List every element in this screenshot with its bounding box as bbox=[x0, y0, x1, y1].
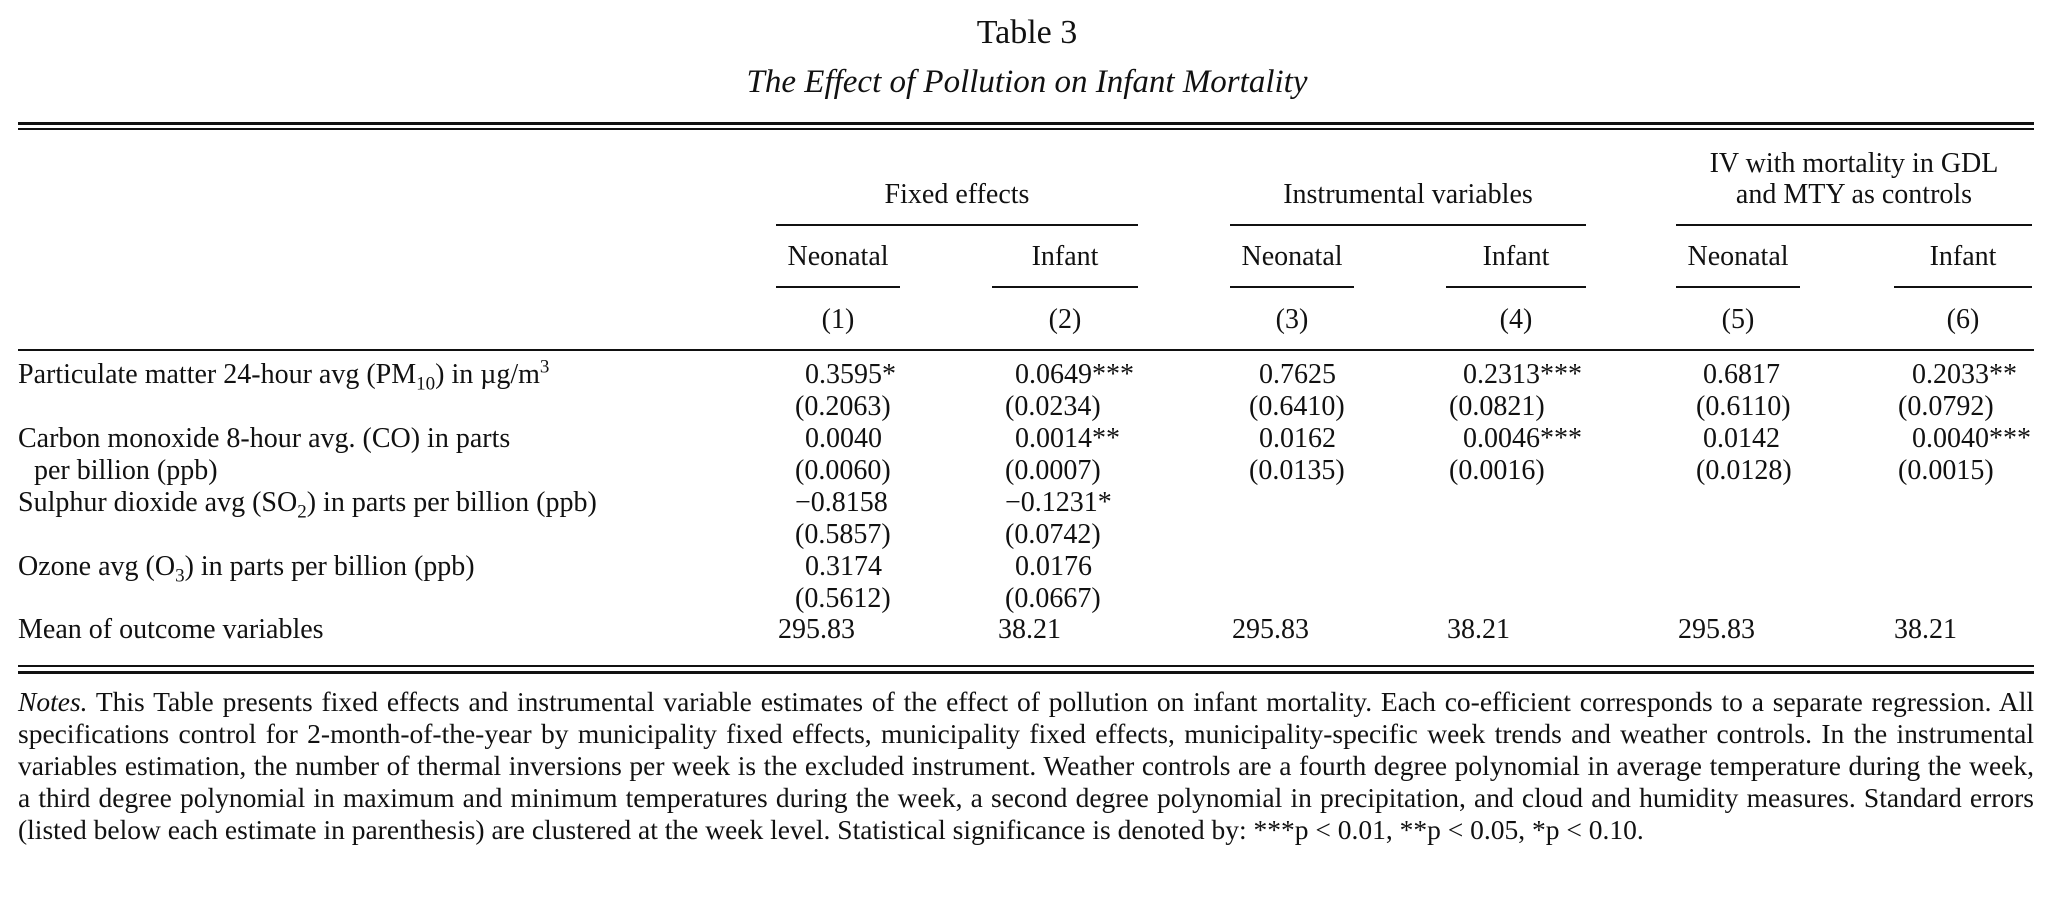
table-title: Table 3 bbox=[976, 14, 1078, 51]
se-cell: (0.0007) bbox=[1005, 455, 1101, 486]
se-cell: (0.2063) bbox=[795, 391, 891, 422]
coef-cell: 0.7625 bbox=[1259, 359, 1336, 390]
row-label-mean: Mean of outcome variables bbox=[18, 614, 324, 645]
row-label-so2: Sulphur dioxide avg (SO2) in parts per b… bbox=[18, 487, 597, 523]
mean-cell: 295.83 bbox=[1678, 614, 1755, 645]
mean-cell: 38.21 bbox=[1894, 614, 1957, 645]
col-number: (5) bbox=[1721, 304, 1755, 335]
coef-cell: −0.8158 bbox=[795, 487, 888, 518]
bottom-rule-2 bbox=[18, 671, 2034, 674]
coef-cell: 0.3595* bbox=[805, 359, 896, 390]
se-cell: (0.6410) bbox=[1249, 391, 1345, 422]
col-header-neonatal: Neonatal bbox=[1687, 241, 1789, 272]
notes-text: This Table presents fixed effects and in… bbox=[18, 686, 2034, 845]
col-number: (6) bbox=[1946, 304, 1980, 335]
coef-cell: 0.3174 bbox=[805, 551, 882, 582]
coef-cell: 0.2033** bbox=[1912, 359, 2017, 390]
row-label-pm10: Particulate matter 24-hour avg (PM10) in… bbox=[18, 356, 550, 395]
table-notes: Notes. This Table presents fixed effects… bbox=[18, 686, 2034, 846]
coef-cell: 0.0014** bbox=[1015, 423, 1120, 454]
col-underline bbox=[1230, 286, 1354, 288]
mean-cell: 38.21 bbox=[1447, 614, 1510, 645]
col-header-infant: Infant bbox=[1929, 241, 1997, 272]
coef-cell: 0.0040 bbox=[805, 423, 882, 454]
se-cell: (0.0821) bbox=[1449, 391, 1545, 422]
coef-cell: 0.2313*** bbox=[1463, 359, 1582, 390]
coef-cell: 0.0040*** bbox=[1912, 423, 2031, 454]
col-number: (2) bbox=[1048, 304, 1082, 335]
col-number: (1) bbox=[821, 304, 855, 335]
group-underline bbox=[1230, 224, 1586, 226]
se-cell: (0.0234) bbox=[1005, 391, 1101, 422]
group-underline bbox=[1676, 224, 2032, 226]
col-underline bbox=[992, 286, 1138, 288]
top-rule-2 bbox=[18, 128, 2034, 130]
col-header-infant: Infant bbox=[1482, 241, 1550, 272]
row-label-o3: Ozone avg (O3) in parts per billion (ppb… bbox=[18, 551, 475, 587]
col-underline bbox=[1894, 286, 2032, 288]
group-underline bbox=[776, 224, 1138, 226]
group-header-iv-controls-line1: IV with mortality in GDL bbox=[1709, 148, 1999, 179]
col-underline bbox=[1676, 286, 1800, 288]
group-header-iv: Instrumental variables bbox=[1283, 179, 1533, 210]
se-cell: (0.0016) bbox=[1449, 455, 1545, 486]
col-header-neonatal: Neonatal bbox=[1241, 241, 1343, 272]
coef-cell: 0.0142 bbox=[1703, 423, 1780, 454]
col-number: (3) bbox=[1275, 304, 1309, 335]
coef-cell: 0.0176 bbox=[1015, 551, 1092, 582]
coef-cell: 0.0046*** bbox=[1463, 423, 1582, 454]
se-cell: (0.0015) bbox=[1898, 455, 1994, 486]
header-rule bbox=[18, 349, 2034, 351]
mean-cell: 295.83 bbox=[1232, 614, 1309, 645]
top-rule-1 bbox=[18, 122, 2034, 125]
coef-cell: −0.1231* bbox=[1005, 487, 1112, 518]
se-cell: (0.0792) bbox=[1898, 391, 1994, 422]
row-label-co-cont: per billion (ppb) bbox=[34, 455, 218, 486]
col-number: (4) bbox=[1499, 304, 1533, 335]
se-cell: (0.6110) bbox=[1696, 391, 1791, 422]
se-cell: (0.5612) bbox=[795, 583, 891, 614]
table-subtitle: The Effect of Pollution on Infant Mortal… bbox=[746, 64, 1308, 100]
row-label-co: Carbon monoxide 8-hour avg. (CO) in part… bbox=[18, 423, 511, 454]
coef-cell: 0.0162 bbox=[1259, 423, 1336, 454]
se-cell: (0.0128) bbox=[1696, 455, 1792, 486]
se-cell: (0.0742) bbox=[1005, 519, 1101, 550]
group-header-fixed-effects: Fixed effects bbox=[884, 179, 1030, 210]
mean-cell: 38.21 bbox=[998, 614, 1061, 645]
coef-cell: 0.0649*** bbox=[1015, 359, 1134, 390]
group-header-iv-controls-line2: and MTY as controls bbox=[1735, 179, 1973, 210]
bottom-rule-1 bbox=[18, 665, 2034, 667]
se-cell: (0.0060) bbox=[795, 455, 891, 486]
col-underline bbox=[776, 286, 900, 288]
se-cell: (0.5857) bbox=[795, 519, 891, 550]
mean-cell: 295.83 bbox=[778, 614, 855, 645]
notes-lead: Notes. bbox=[18, 686, 88, 717]
col-header-neonatal: Neonatal bbox=[787, 241, 889, 272]
se-cell: (0.0135) bbox=[1249, 455, 1345, 486]
se-cell: (0.0667) bbox=[1005, 583, 1101, 614]
coef-cell: 0.6817 bbox=[1703, 359, 1780, 390]
col-header-infant: Infant bbox=[1031, 241, 1099, 272]
col-underline bbox=[1446, 286, 1586, 288]
